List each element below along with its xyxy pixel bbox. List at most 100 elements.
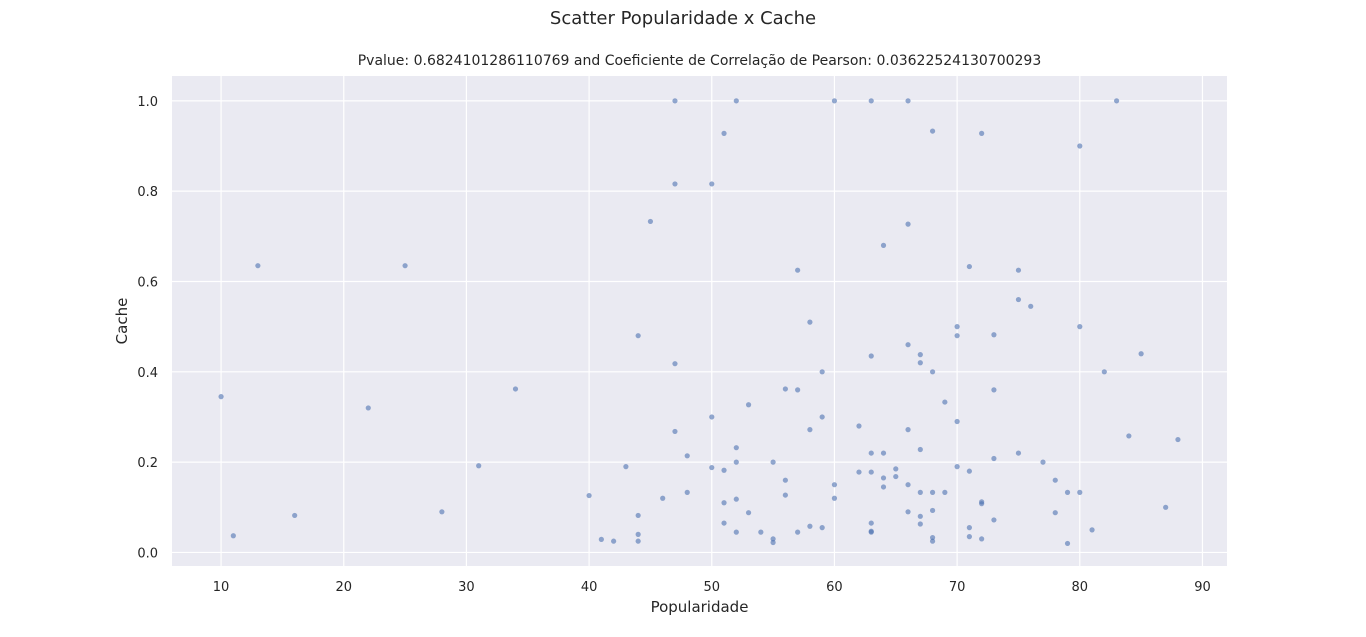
- data-point: [782, 492, 788, 498]
- data-point: [721, 467, 727, 473]
- data-point: [218, 394, 224, 400]
- data-point: [991, 517, 997, 523]
- data-point: [721, 500, 727, 506]
- data-point: [1101, 369, 1107, 375]
- y-axis-label: Cache: [113, 298, 131, 345]
- data-point: [255, 263, 261, 269]
- data-point: [868, 450, 874, 456]
- data-point: [782, 386, 788, 392]
- data-point: [819, 369, 825, 375]
- data-point: [819, 525, 825, 531]
- data-point: [856, 469, 862, 475]
- grid: [172, 76, 1227, 566]
- data-point: [979, 130, 985, 136]
- data-point: [807, 319, 813, 325]
- data-point: [1077, 489, 1083, 495]
- data-point: [733, 459, 739, 465]
- data-point: [672, 98, 678, 104]
- x-tick-labels: 10 20 30 40 50 60 70 80 90: [213, 580, 1211, 595]
- data-point: [733, 445, 739, 451]
- data-point: [770, 459, 776, 465]
- y-tick-label: 0.4: [137, 366, 158, 381]
- data-point: [672, 361, 678, 367]
- data-point: [733, 98, 739, 104]
- data-point: [929, 534, 936, 541]
- data-point: [770, 536, 776, 542]
- x-tick-label: 90: [1194, 580, 1211, 595]
- data-point: [905, 98, 911, 104]
- data-point: [880, 450, 887, 456]
- data-point: [819, 414, 825, 420]
- data-point: [721, 520, 727, 526]
- data-point: [672, 181, 678, 187]
- data-point: [942, 399, 948, 405]
- data-point: [745, 402, 752, 408]
- data-point: [635, 538, 641, 544]
- data-point: [758, 529, 764, 535]
- data-point: [917, 446, 923, 453]
- data-point: [856, 423, 862, 429]
- x-tick-label: 40: [581, 580, 598, 595]
- data-point: [929, 507, 936, 514]
- data-point: [476, 463, 482, 469]
- data-point: [954, 418, 960, 425]
- data-point: [795, 267, 801, 273]
- data-point: [954, 464, 960, 470]
- data-point: [893, 473, 899, 480]
- data-point: [1089, 527, 1095, 533]
- data-point: [868, 520, 874, 526]
- data-point: [709, 464, 715, 471]
- data-point: [831, 482, 838, 488]
- data-point: [782, 477, 788, 483]
- x-axis-label: Popularidade: [651, 598, 749, 616]
- data-point: [795, 529, 801, 535]
- data-point: [1015, 267, 1022, 273]
- data-point: [917, 521, 923, 527]
- data-point: [868, 98, 874, 104]
- data-point: [1175, 436, 1181, 443]
- data-point: [991, 387, 997, 393]
- data-point: [880, 475, 887, 481]
- data-point: [1064, 540, 1071, 547]
- data-point: [611, 538, 617, 544]
- data-point: [929, 538, 936, 544]
- y-tick-label: 0.0: [137, 546, 158, 561]
- data-point: [966, 534, 972, 540]
- x-tick-label: 60: [826, 580, 843, 595]
- data-point: [745, 510, 752, 516]
- data-point: [1064, 489, 1071, 495]
- x-tick-label: 20: [335, 580, 352, 595]
- data-point: [402, 263, 408, 269]
- data-point: [831, 495, 838, 501]
- data-point: [905, 509, 911, 515]
- data-point: [1126, 433, 1132, 439]
- data-point: [807, 523, 813, 529]
- data-point: [1040, 459, 1046, 465]
- data-point: [917, 513, 923, 519]
- data-point: [721, 130, 727, 136]
- data-point: [868, 529, 874, 535]
- x-tick-label: 30: [458, 580, 475, 595]
- data-point: [807, 427, 813, 433]
- x-tick-label: 50: [703, 580, 720, 595]
- data-point: [1015, 296, 1022, 303]
- data-point: [684, 489, 690, 495]
- data-point: [733, 496, 739, 502]
- data-point: [709, 181, 715, 187]
- data-point: [1113, 98, 1120, 104]
- data-point: [439, 509, 445, 515]
- data-point: [979, 536, 985, 542]
- data-point: [868, 469, 874, 475]
- data-point: [1015, 450, 1022, 456]
- data-point: [365, 405, 371, 411]
- data-point: [966, 263, 972, 270]
- data-point: [1028, 303, 1034, 309]
- data-point: [1163, 504, 1169, 510]
- data-point: [991, 455, 997, 462]
- data-point: [795, 387, 801, 393]
- data-point: [831, 98, 838, 104]
- data-point: [709, 414, 715, 420]
- data-point: [635, 531, 641, 537]
- data-point: [991, 332, 997, 338]
- data-point: [966, 468, 972, 474]
